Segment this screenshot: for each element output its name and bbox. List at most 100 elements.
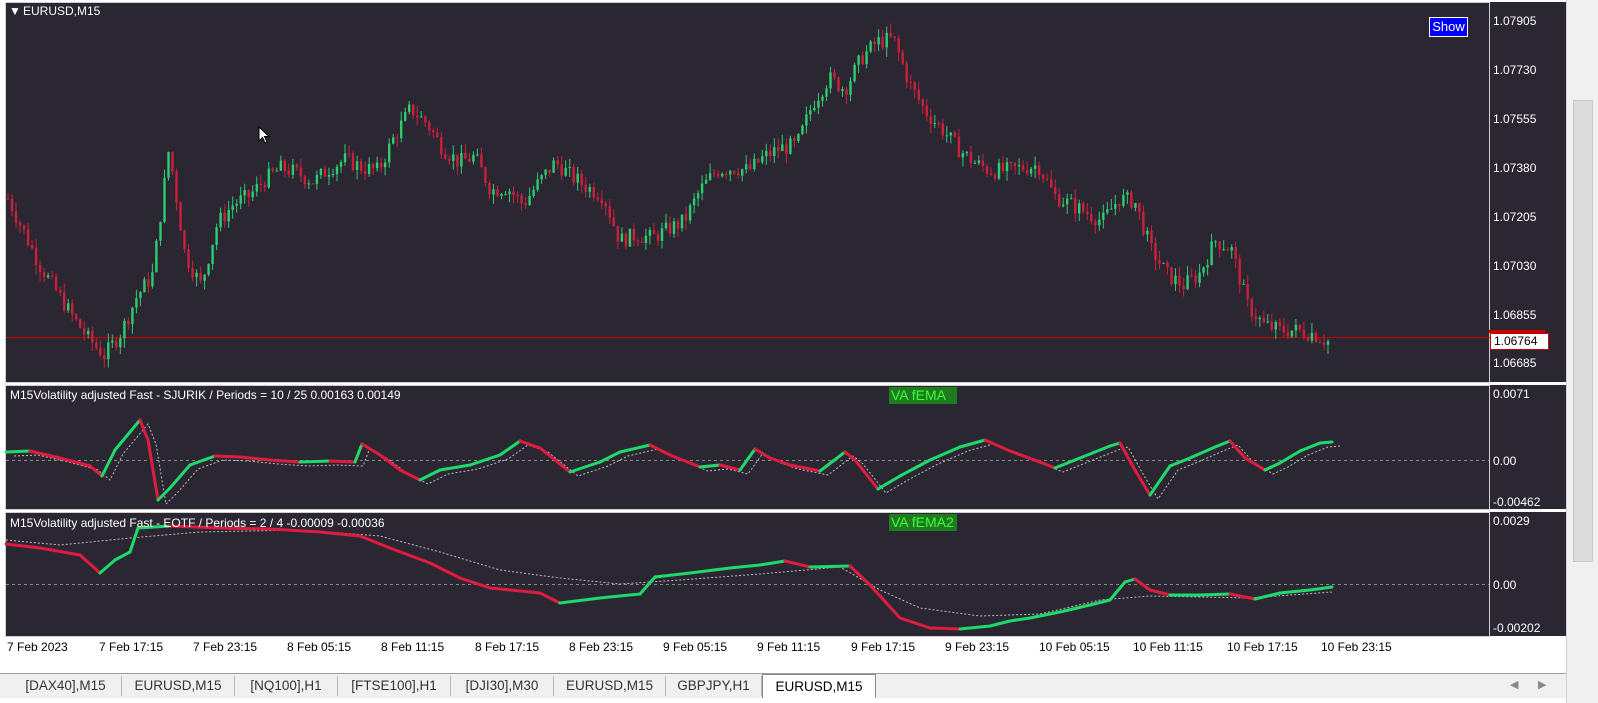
- candle-body: [187, 249, 190, 268]
- indicator-segment: [1088, 598, 1112, 607]
- candle-body: [1078, 203, 1081, 214]
- indicator-segment: [898, 458, 932, 478]
- candle-body: [135, 298, 138, 308]
- candle-body: [1134, 203, 1137, 208]
- tab-dji30-m30[interactable]: [DJI30],M30: [451, 676, 554, 696]
- candle-body: [1126, 192, 1129, 195]
- indicator-segment: [378, 453, 402, 472]
- y-tick-4: 1.07380: [1493, 161, 1537, 175]
- indicator1-label-box: VA fEMA: [889, 387, 957, 404]
- candle-body: [1170, 267, 1173, 285]
- candle-body: [929, 116, 932, 124]
- show-button[interactable]: Show: [1429, 17, 1468, 37]
- indicator-segment: [360, 442, 382, 457]
- main-axis-bg: [1489, 2, 1566, 382]
- indicator-segment: [1263, 461, 1282, 472]
- candle-body: [111, 340, 114, 343]
- candle-body: [400, 120, 403, 138]
- indicator-segment: [898, 616, 932, 630]
- candle-body: [588, 187, 591, 192]
- candle-body: [1290, 330, 1294, 337]
- candle-body: [981, 160, 985, 167]
- candle-body: [985, 166, 989, 174]
- ind2-y-tick-1: 0.0029: [1493, 514, 1530, 528]
- candle-body: [624, 233, 628, 247]
- tab-eurusd-m15-1[interactable]: EURUSD,M15: [122, 676, 235, 696]
- indicator-segment: [398, 468, 422, 482]
- indicator-segment: [468, 453, 502, 467]
- tab-eurusd-m15-active[interactable]: EURUSD,M15: [762, 674, 876, 698]
- x-tick: 8 Feb 05:15: [287, 640, 352, 654]
- x-tick: 8 Feb 11:15: [381, 640, 445, 654]
- y-tick-5: 1.07205: [1493, 210, 1537, 224]
- candle-body: [396, 137, 399, 139]
- indicator-segment: [218, 526, 272, 531]
- candle-body: [680, 214, 684, 229]
- x-tick: 10 Feb 11:15: [1133, 640, 1203, 654]
- candle-body: [215, 227, 218, 245]
- candle-body: [1182, 285, 1185, 290]
- candle-body: [408, 104, 411, 112]
- candle-body: [159, 221, 162, 241]
- candle-body: [837, 77, 840, 92]
- chart-window[interactable]: ▼ EURUSD,M15 Show 1.07905 1.07730 1.0755…: [0, 0, 1566, 663]
- indicator-segment: [598, 450, 622, 464]
- indicator-segment: [4, 542, 42, 550]
- candle-body: [540, 175, 543, 180]
- indicator-segment: [353, 442, 364, 464]
- indicator-segment: [1298, 441, 1322, 453]
- chart-canvas[interactable]: [0, 0, 1566, 663]
- tab-ftse100-h1[interactable]: [FTSE100],H1: [338, 676, 451, 696]
- candle-body: [921, 99, 924, 106]
- indicator-segment: [268, 458, 302, 464]
- candle-body: [127, 320, 130, 325]
- candle-body: [291, 164, 295, 175]
- indicator-segment: [388, 546, 432, 565]
- scrollbar-thumb[interactable]: [1573, 100, 1593, 562]
- candle-body: [692, 198, 696, 206]
- indicator-segment: [113, 430, 132, 452]
- indicator-segment: [638, 575, 657, 596]
- candle-body: [175, 171, 178, 203]
- y-tick-7: 1.06855: [1493, 308, 1537, 322]
- candle-body: [46, 275, 50, 278]
- candle-body: [59, 290, 62, 293]
- ind1-y-tick-2: 0.00: [1493, 454, 1517, 468]
- candle-body: [841, 89, 844, 91]
- indicator-segment: [808, 564, 852, 569]
- candle-body: [95, 342, 98, 348]
- y-tick-2: 1.07730: [1493, 63, 1537, 77]
- indicator-segment: [688, 566, 732, 575]
- x-tick: 9 Feb 05:15: [663, 640, 728, 654]
- candle-body: [789, 138, 792, 154]
- indicator-segment: [498, 439, 522, 457]
- tab-nq100-h1[interactable]: [NQ100],H1: [235, 676, 338, 696]
- indicator-segment: [538, 591, 562, 605]
- candle-body: [1041, 174, 1045, 179]
- candle-body: [367, 164, 371, 174]
- candle-body: [829, 72, 832, 89]
- indicator-segment: [1228, 592, 1257, 601]
- indicator1-title: M15Volatility adjusted Fast - SJURIK / P…: [10, 388, 401, 402]
- candle-body: [1090, 214, 1093, 222]
- tab-scroll-right-icon[interactable]: ▶: [1538, 679, 1547, 691]
- candle-body: [648, 230, 652, 236]
- tab-eurusd-m15-2[interactable]: EURUSD,M15: [554, 676, 666, 696]
- candle-body: [167, 152, 170, 178]
- candle-body: [1013, 162, 1017, 167]
- tab-scroll-left-icon[interactable]: ◀: [1510, 679, 1519, 691]
- candle-body: [548, 169, 551, 173]
- candle-body: [757, 158, 760, 163]
- indicator-segment: [668, 453, 702, 469]
- candle-body: [949, 132, 952, 136]
- tab-gbpjpy-h1[interactable]: GBPJPY,H1: [666, 676, 762, 696]
- candle-body: [63, 292, 66, 311]
- candle-body: [10, 198, 14, 212]
- chart-menu-arrow-icon[interactable]: ▼: [9, 4, 21, 18]
- candle-body: [536, 179, 539, 190]
- tab-dax40-m15[interactable]: [DAX40],M15: [10, 676, 122, 696]
- vertical-scrollbar[interactable]: [1566, 0, 1598, 703]
- candle-body: [532, 189, 535, 196]
- candle-body: [38, 264, 42, 273]
- indicator-segment: [488, 586, 542, 595]
